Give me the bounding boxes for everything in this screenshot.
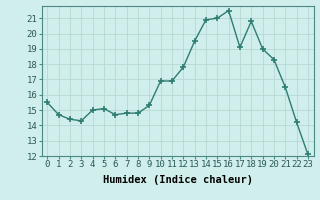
X-axis label: Humidex (Indice chaleur): Humidex (Indice chaleur) [103,175,252,185]
